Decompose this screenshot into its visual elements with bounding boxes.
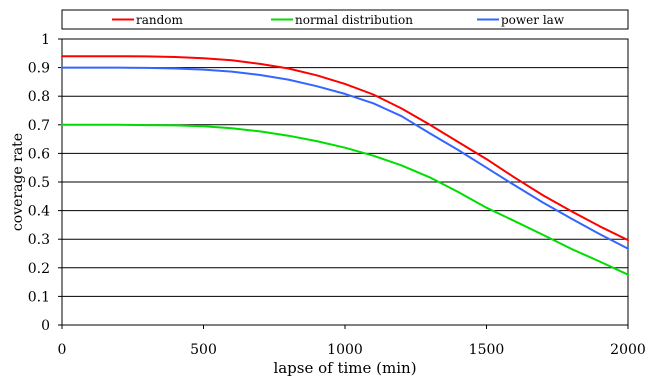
y-axis-ticks: 0 0.1 0.2 0.3 0.4 0.5 0.6 0.7 0.8 0.9 1 [28, 32, 62, 334]
y-tick-label: 0.7 [28, 118, 50, 134]
grid-lines [62, 67, 628, 297]
y-tick-label: 0.3 [28, 232, 50, 248]
y-tick-label: 0.4 [28, 204, 50, 220]
y-tick-label: 0 [41, 318, 50, 334]
y-tick-label: 0.1 [28, 289, 50, 305]
x-tick-label: 0 [58, 342, 67, 358]
series-lines [61, 55, 629, 276]
series-line-random [61, 55, 629, 242]
legend: random normal distribution power law [112, 13, 565, 27]
y-tick-label: 0.9 [28, 61, 50, 77]
y-axis-label: coverage rate [10, 133, 26, 231]
x-axis-ticks: 0 500 1000 1500 2000 [58, 325, 646, 358]
legend-label: random [136, 13, 184, 27]
y-tick-label: 1 [41, 32, 50, 48]
x-tick-label: 1500 [469, 342, 505, 358]
y-tick-label: 0.6 [28, 146, 50, 162]
x-axis-label: lapse of time (min) [273, 359, 416, 376]
legend-label: power law [501, 13, 565, 27]
legend-box [61, 9, 629, 30]
x-tick-label: 2000 [610, 342, 646, 358]
y-tick-label: 0.5 [28, 175, 50, 191]
y-tick-label: 0.2 [28, 261, 50, 277]
series-line-normal-distribution [61, 123, 629, 276]
x-tick-label: 500 [190, 342, 217, 358]
legend-label: normal distribution [295, 13, 413, 27]
x-tick-label: 1000 [327, 342, 363, 358]
series-line-power-law [61, 66, 629, 250]
y-tick-label: 0.8 [28, 89, 50, 105]
